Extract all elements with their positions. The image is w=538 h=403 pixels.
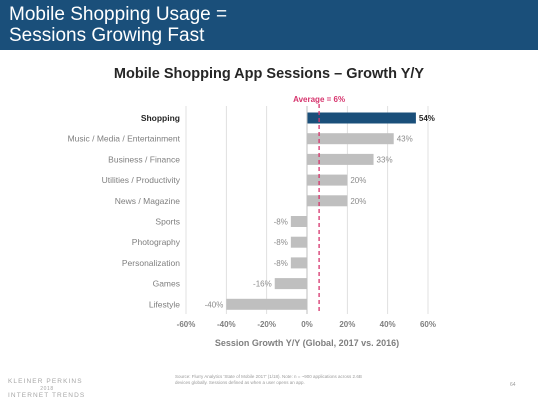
page-number: 64 [510,382,516,388]
bar [307,195,348,207]
value-label: -8% [274,218,288,227]
bar [290,236,307,248]
bar [226,298,307,310]
category-label: Lifestyle [149,299,180,309]
x-tick-label: -40% [217,320,236,329]
x-tick-label: 40% [380,320,396,329]
x-tick-label: 0% [301,320,313,329]
x-tick-label: 20% [339,320,355,329]
category-label: Photography [132,237,181,247]
value-label: -8% [274,238,288,247]
slide-title-line-2: Sessions Growing Fast [9,25,205,46]
chart-title: Mobile Shopping App Sessions – Growth Y/… [113,66,425,82]
bar [307,174,348,186]
bar [307,133,394,145]
bar [290,216,307,227]
x-tick-label: -60% [177,320,196,329]
value-label: -8% [274,259,288,268]
value-label: 43% [397,135,413,144]
source-note: Source: Flurry Analytics 'State of Mobil… [175,374,362,385]
x-tick-label: -20% [257,320,276,329]
category-label: Utilities / Productivity [102,175,181,185]
value-label: 20% [350,176,366,185]
category-label: Business / Finance [108,154,180,164]
slide-header: Mobile Shopping Usage = Sessions Growing… [0,0,538,50]
bar [290,257,307,269]
category-label: Shopping [141,113,180,123]
kpcb-logo: KLEINER PERKINS 2018 INTERNET TRENDS [8,378,98,400]
x-tick-label: 60% [420,320,436,329]
value-label: 54% [419,114,435,123]
category-label: Sports [155,217,180,227]
value-label: -16% [253,280,272,289]
value-label: 20% [350,197,366,206]
slide-title-line-1: Mobile Shopping Usage = [9,4,228,25]
category-label: News / Magazine [115,196,180,206]
category-label: Personalization [122,258,180,268]
bar [274,278,307,290]
value-label: -40% [205,300,224,309]
logo-line-2: 2018 [40,386,54,392]
bar [307,112,416,124]
category-label: Music / Media / Entertainment [68,134,181,144]
average-label: Average = 6% [293,95,345,104]
bar [307,153,374,165]
category-label: Games [153,279,180,289]
slide-title: Mobile Shopping Usage = Sessions Growing… [9,4,489,46]
value-label: 33% [377,155,393,164]
logo-line-3: INTERNET TRENDS [8,392,86,399]
x-axis-title: Session Growth Y/Y (Global, 2017 vs. 201… [215,338,399,348]
logo-line-1: KLEINER PERKINS [8,378,83,385]
